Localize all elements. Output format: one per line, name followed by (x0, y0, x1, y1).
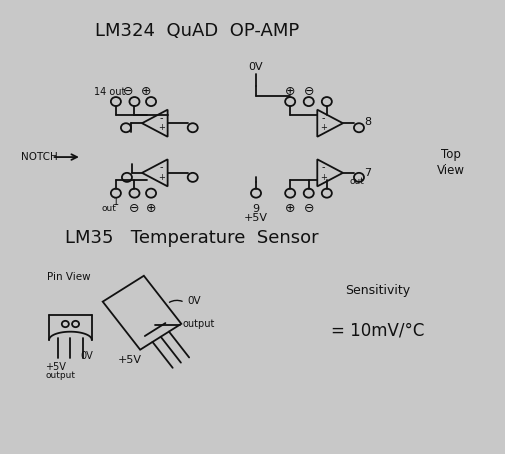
Text: +5V: +5V (44, 362, 66, 372)
Text: -: - (322, 163, 325, 173)
Text: +5V: +5V (118, 355, 141, 365)
Text: +5V: +5V (244, 213, 268, 223)
Text: NOTCH: NOTCH (22, 152, 58, 162)
Text: 14 out: 14 out (94, 87, 126, 97)
Text: 7: 7 (365, 168, 372, 178)
Text: LM35   Temperature  Sensor: LM35 Temperature Sensor (66, 229, 319, 247)
Text: +: + (320, 173, 327, 182)
Text: View: View (437, 164, 465, 177)
Text: +: + (158, 173, 165, 182)
Text: output: output (45, 370, 75, 380)
Text: ⊖: ⊖ (129, 202, 140, 216)
Text: 1: 1 (113, 197, 119, 207)
Text: ⊕: ⊕ (141, 85, 152, 98)
Text: ⊖: ⊖ (123, 85, 134, 98)
Text: Sensitivity: Sensitivity (345, 284, 411, 296)
Text: ⊖: ⊖ (304, 202, 314, 216)
Text: out: out (349, 178, 364, 187)
Text: ⊖: ⊖ (304, 85, 314, 98)
Text: out: out (102, 204, 117, 213)
Text: +: + (320, 123, 327, 133)
Text: +: + (158, 123, 165, 133)
Text: 9: 9 (252, 204, 260, 214)
Text: output: output (182, 319, 215, 329)
Text: -: - (160, 113, 163, 123)
Text: ⊕: ⊕ (285, 85, 295, 98)
Text: LM324  QuAD  OP-AMP: LM324 QuAD OP-AMP (95, 22, 299, 39)
Text: Pin View: Pin View (47, 271, 91, 281)
Text: Top: Top (441, 148, 461, 161)
Text: = 10mV/°C: = 10mV/°C (331, 322, 425, 340)
Text: 8: 8 (365, 117, 372, 127)
Text: -: - (160, 163, 163, 173)
Text: 0V: 0V (248, 62, 263, 72)
Text: -: - (322, 113, 325, 123)
Text: ⊕: ⊕ (285, 202, 295, 216)
Text: 0V: 0V (187, 296, 201, 306)
Text: ⊕: ⊕ (146, 202, 157, 216)
Text: 0V: 0V (80, 350, 93, 360)
